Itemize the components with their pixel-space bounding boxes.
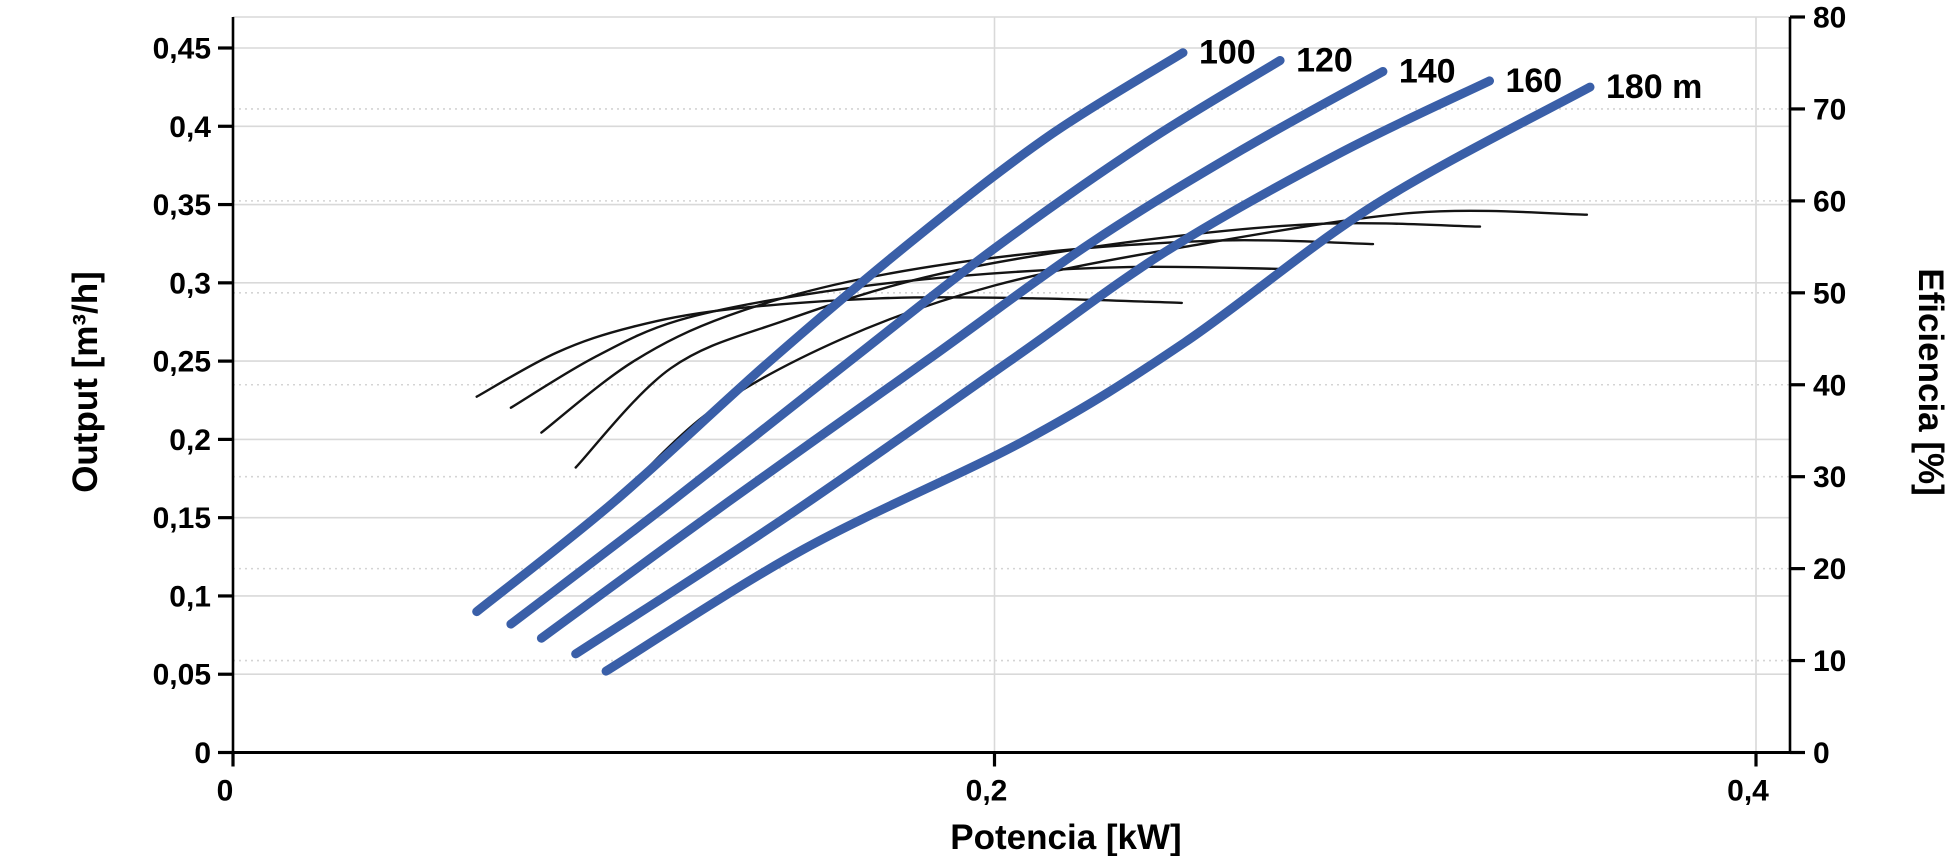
tick-label-right-10: 10 — [1813, 645, 1846, 678]
tick-label-right-40: 40 — [1813, 369, 1846, 402]
tick-label-right-80: 80 — [1813, 2, 1846, 35]
head-curve-label-180: 180 m — [1606, 68, 1702, 106]
head-curve-160 — [571, 76, 1494, 659]
gridlines — [233, 17, 1790, 753]
tick-label-left-0.45: 0,45 — [153, 33, 211, 66]
head-curve-180 — [601, 82, 1595, 676]
tick-label-left-0.4: 0,4 — [169, 111, 211, 144]
axis-tick-labels: 00,050,10,150,20,250,30,350,40,450102030… — [153, 2, 1847, 808]
tick-label-x-0.2: 0,2 — [966, 775, 1008, 808]
head-curve-label-100: 100 — [1199, 34, 1256, 72]
tick-label-right-30: 30 — [1813, 461, 1846, 494]
tick-label-left-0.1: 0,1 — [169, 580, 211, 613]
head-curve-label-160: 160 — [1505, 62, 1562, 100]
tick-label-left-0.15: 0,15 — [153, 502, 211, 535]
tick-label-right-70: 70 — [1813, 93, 1846, 126]
efficiency-curves — [475, 209, 1589, 513]
plot-frame — [231, 16, 1792, 754]
head-curve-100 — [472, 48, 1188, 617]
head-curve-label-120: 120 — [1296, 42, 1353, 80]
tick-label-left-0: 0 — [194, 737, 211, 770]
tick-label-x-0.4: 0,4 — [1727, 775, 1769, 808]
tick-label-left-0.05: 0,05 — [153, 659, 211, 692]
y-axis-title-right: Eficiencia [%] — [1911, 268, 1946, 496]
head-curve-140 — [536, 67, 1388, 643]
efficiency-curve-120 — [509, 265, 1281, 409]
tick-label-left-0.25: 0,25 — [153, 346, 211, 379]
tick-label-right-0: 0 — [1813, 737, 1830, 770]
head-curve-120 — [506, 56, 1285, 629]
tick-label-right-50: 50 — [1813, 277, 1846, 310]
tick-label-right-20: 20 — [1813, 553, 1846, 586]
tick-label-x-0: 0 — [217, 775, 234, 808]
head-curve-label-140: 140 — [1399, 52, 1456, 90]
tick-label-right-60: 60 — [1813, 185, 1846, 218]
x-axis-title: Potencia [kW] — [950, 818, 1181, 856]
tick-label-left-0.35: 0,35 — [153, 189, 211, 222]
tick-label-left-0.3: 0,3 — [169, 267, 211, 300]
head-curve-labels: 100 120 140 160 180 m — [1199, 34, 1702, 106]
efficiency-curve-100 — [475, 296, 1183, 398]
axis-ticks — [218, 15, 1805, 767]
y-axis-title-left: Output [m³/h] — [66, 271, 105, 493]
tick-label-left-0.2: 0,2 — [169, 424, 211, 457]
head-curves — [472, 48, 1595, 676]
